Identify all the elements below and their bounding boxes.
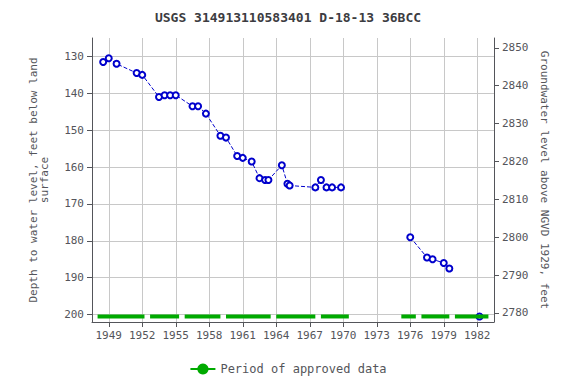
- svg-text:2840: 2840: [502, 79, 529, 92]
- svg-text:200: 200: [64, 308, 84, 321]
- svg-text:Groundwater level above NGVD 1: Groundwater level above NGVD 1929, feet: [538, 51, 551, 309]
- svg-text:1958: 1958: [196, 329, 223, 342]
- svg-text:2790: 2790: [502, 269, 529, 282]
- svg-text:180: 180: [64, 234, 84, 247]
- svg-text:170: 170: [64, 197, 84, 210]
- svg-text:1952: 1952: [129, 329, 156, 342]
- svg-text:2850: 2850: [502, 41, 529, 54]
- svg-text:1955: 1955: [163, 329, 190, 342]
- svg-text:1970: 1970: [330, 329, 357, 342]
- svg-text:surface: surface: [38, 157, 51, 203]
- svg-text:2800: 2800: [502, 231, 529, 244]
- svg-text:Period of approved data: Period of approved data: [220, 362, 386, 376]
- svg-text:2830: 2830: [502, 117, 529, 130]
- svg-text:190: 190: [64, 271, 84, 284]
- svg-text:1976: 1976: [397, 329, 424, 342]
- svg-text:2810: 2810: [502, 193, 529, 206]
- svg-text:2780: 2780: [502, 306, 529, 319]
- svg-text:2820: 2820: [502, 155, 529, 168]
- svg-text:1949: 1949: [96, 329, 123, 342]
- svg-text:1964: 1964: [263, 329, 290, 342]
- svg-text:USGS 314913110583401 D-18-13 3: USGS 314913110583401 D-18-13 36BCC: [155, 10, 421, 25]
- svg-text:1967: 1967: [297, 329, 324, 342]
- svg-text:150: 150: [64, 124, 84, 137]
- svg-text:1982: 1982: [464, 329, 491, 342]
- svg-text:130: 130: [64, 50, 84, 63]
- svg-text:Depth to water level, feet bel: Depth to water level, feet below land: [27, 57, 40, 303]
- svg-text:140: 140: [64, 87, 84, 100]
- svg-text:160: 160: [64, 161, 84, 174]
- svg-text:1973: 1973: [364, 329, 391, 342]
- svg-text:1961: 1961: [230, 329, 257, 342]
- svg-text:1979: 1979: [431, 329, 458, 342]
